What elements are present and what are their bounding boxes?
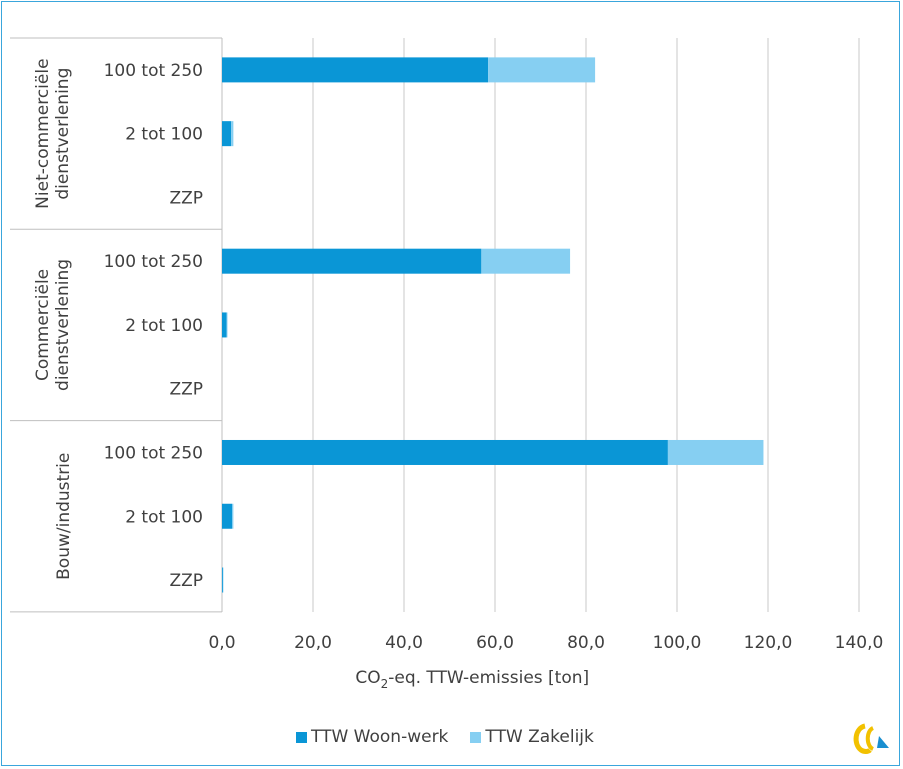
category-label: 2 tot 100 xyxy=(125,316,203,336)
category-label: 100 tot 250 xyxy=(104,61,203,81)
bar-zakelijk xyxy=(232,503,234,529)
group-label: Commerciëledienstverlening xyxy=(33,259,73,391)
bar-zakelijk xyxy=(667,439,764,465)
bar-woon-werk xyxy=(222,567,223,593)
category-label: 100 tot 250 xyxy=(104,252,203,272)
category-label: ZZP xyxy=(169,188,203,208)
x-tick-label: 80,0 xyxy=(567,633,605,653)
x-tick-label: 40,0 xyxy=(385,633,423,653)
bar-woon-werk xyxy=(222,439,668,465)
legend-label-woon-werk: TTW Woon-werk xyxy=(311,727,449,747)
bar-woon-werk xyxy=(222,57,489,83)
legend-item-woon-werk: TTW Woon-werk xyxy=(296,727,448,747)
x-tick-label: 140,0 xyxy=(835,633,884,653)
x-tick-label: 120,0 xyxy=(744,633,793,653)
bar-woon-werk xyxy=(222,312,227,338)
logo-icon xyxy=(853,723,889,754)
bar-woon-werk xyxy=(222,248,482,274)
bar-woon-werk xyxy=(222,121,232,147)
bar-zakelijk xyxy=(226,312,228,338)
category-label: 2 tot 100 xyxy=(125,507,203,527)
bar-zakelijk xyxy=(231,121,234,147)
x-tick-label: 20,0 xyxy=(294,633,332,653)
category-label: ZZP xyxy=(169,571,203,591)
category-label: ZZP xyxy=(169,380,203,400)
x-tick-label: 100,0 xyxy=(653,633,702,653)
x-tick-label: 60,0 xyxy=(476,633,514,653)
legend-item-zakelijk: TTW Zakelijk xyxy=(470,727,594,747)
legend-swatch-zakelijk xyxy=(470,731,482,743)
bar-woon-werk xyxy=(222,503,233,529)
group-label: Niet-commerciëledienstverlening xyxy=(33,58,73,208)
group-label: Bouw/industrie xyxy=(54,453,74,580)
legend-label-zakelijk: TTW Zakelijk xyxy=(485,727,594,747)
category-label: 2 tot 100 xyxy=(125,125,203,145)
bar-zakelijk xyxy=(481,248,571,274)
x-axis-title: CO2-eq. TTW-emissies [ton] xyxy=(355,668,589,691)
legend: TTW Woon-werk TTW Zakelijk xyxy=(296,727,594,747)
legend-swatch-woon-werk xyxy=(296,731,307,743)
bar-zakelijk xyxy=(488,57,596,83)
category-label: 100 tot 250 xyxy=(104,443,203,463)
x-tick-label: 0,0 xyxy=(208,633,235,653)
